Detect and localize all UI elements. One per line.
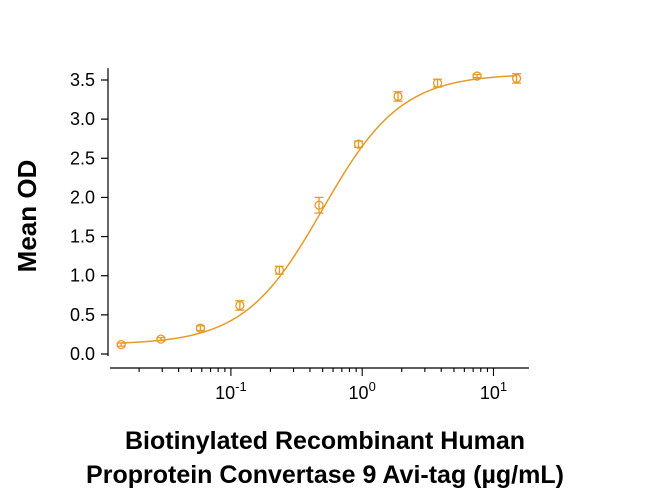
y-tick-label: 0.5 xyxy=(70,305,95,325)
point-marker xyxy=(116,339,126,350)
y-tick-label: 3.5 xyxy=(70,70,95,90)
y-axis: 0.0 0.5 1.0 1.5 2.0 2.5 3.0 3.5 xyxy=(70,68,109,364)
data-point xyxy=(195,323,206,333)
point-marker xyxy=(314,200,324,210)
point-marker xyxy=(472,71,482,81)
point-marker xyxy=(511,73,522,84)
data-point xyxy=(393,91,403,102)
data-points-layer xyxy=(116,71,522,350)
y-tick-label: 0.0 xyxy=(70,344,95,364)
data-point xyxy=(274,265,285,275)
point-marker xyxy=(195,323,206,333)
x-axis: 10-1 100 101 xyxy=(110,367,529,403)
point-marker xyxy=(156,334,166,344)
data-point xyxy=(472,71,482,81)
point-marker xyxy=(235,300,245,311)
data-point xyxy=(314,196,324,214)
data-point xyxy=(156,334,166,344)
x-axis-title-line2: Proprotein Convertase 9 Avi-tag (µg/mL) xyxy=(86,461,564,489)
y-axis-title: Mean OD xyxy=(12,160,42,273)
y-tick-label: 2.5 xyxy=(70,148,95,168)
data-point xyxy=(511,73,522,84)
point-marker xyxy=(393,91,403,102)
data-point xyxy=(432,78,443,88)
x-tick-label: 10-1 xyxy=(215,379,247,403)
x-axis-title-line1: Biotinylated Recombinant Human xyxy=(125,427,525,455)
data-point xyxy=(235,300,245,311)
point-marker xyxy=(432,78,443,88)
data-point xyxy=(353,139,364,149)
y-tick-label: 3.0 xyxy=(70,109,95,129)
y-tick-label: 2.0 xyxy=(70,187,95,207)
point-marker xyxy=(353,139,364,149)
fit-curve-layer xyxy=(121,74,517,344)
y-tick-label: 1.5 xyxy=(70,227,95,247)
y-tick-label: 1.0 xyxy=(70,266,95,286)
x-tick-label: 101 xyxy=(480,379,507,403)
point-marker xyxy=(274,265,285,275)
data-point xyxy=(116,339,126,350)
x-tick-label: 100 xyxy=(349,379,376,403)
fit-curve xyxy=(121,74,517,344)
